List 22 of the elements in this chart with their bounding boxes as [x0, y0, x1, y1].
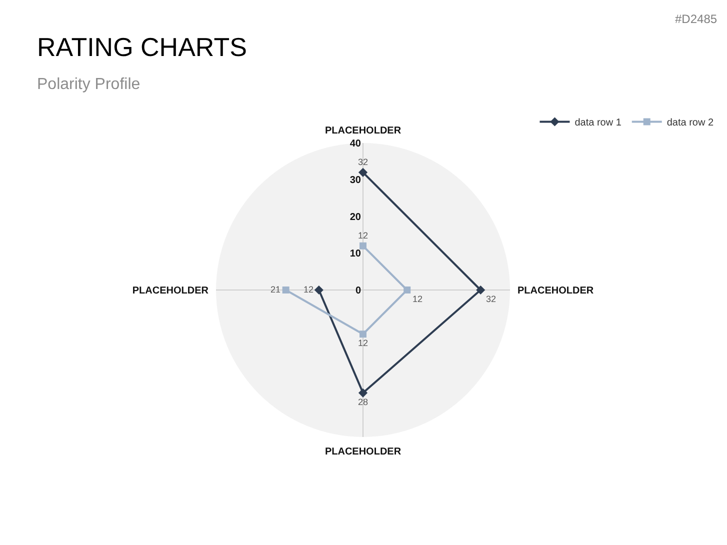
data-label: 32	[358, 156, 368, 167]
spoke-label: PLACEHOLDER	[132, 286, 210, 296]
spoke-label: PLACEHOLDER	[324, 446, 402, 458]
y-tick-label: 40	[350, 138, 362, 150]
data-label: 28	[358, 397, 368, 408]
y-tick-label: 10	[350, 248, 362, 260]
y-tick-label: 30	[350, 175, 362, 186]
legend-label: data row 1	[574, 118, 622, 129]
spoke-label: PLACEHOLDER	[324, 126, 402, 136]
y-tick-label: 0	[355, 285, 362, 296]
y-tick-label: 20	[350, 212, 362, 223]
data-label: 12	[412, 294, 422, 304]
chart-subtitle: Polarity Profile	[37, 76, 140, 93]
data-label: 32	[486, 294, 496, 304]
data-label: 12	[358, 338, 368, 348]
data-label: 21	[270, 284, 280, 294]
spoke-label: PLACEHOLDER	[518, 286, 594, 296]
legend-label: data row 2	[666, 118, 714, 129]
data-label: 12	[358, 230, 368, 240]
text: #D2485	[675, 12, 718, 26]
data-label: 12	[304, 284, 314, 294]
chart-title: RATING CHARTS	[37, 32, 247, 62]
